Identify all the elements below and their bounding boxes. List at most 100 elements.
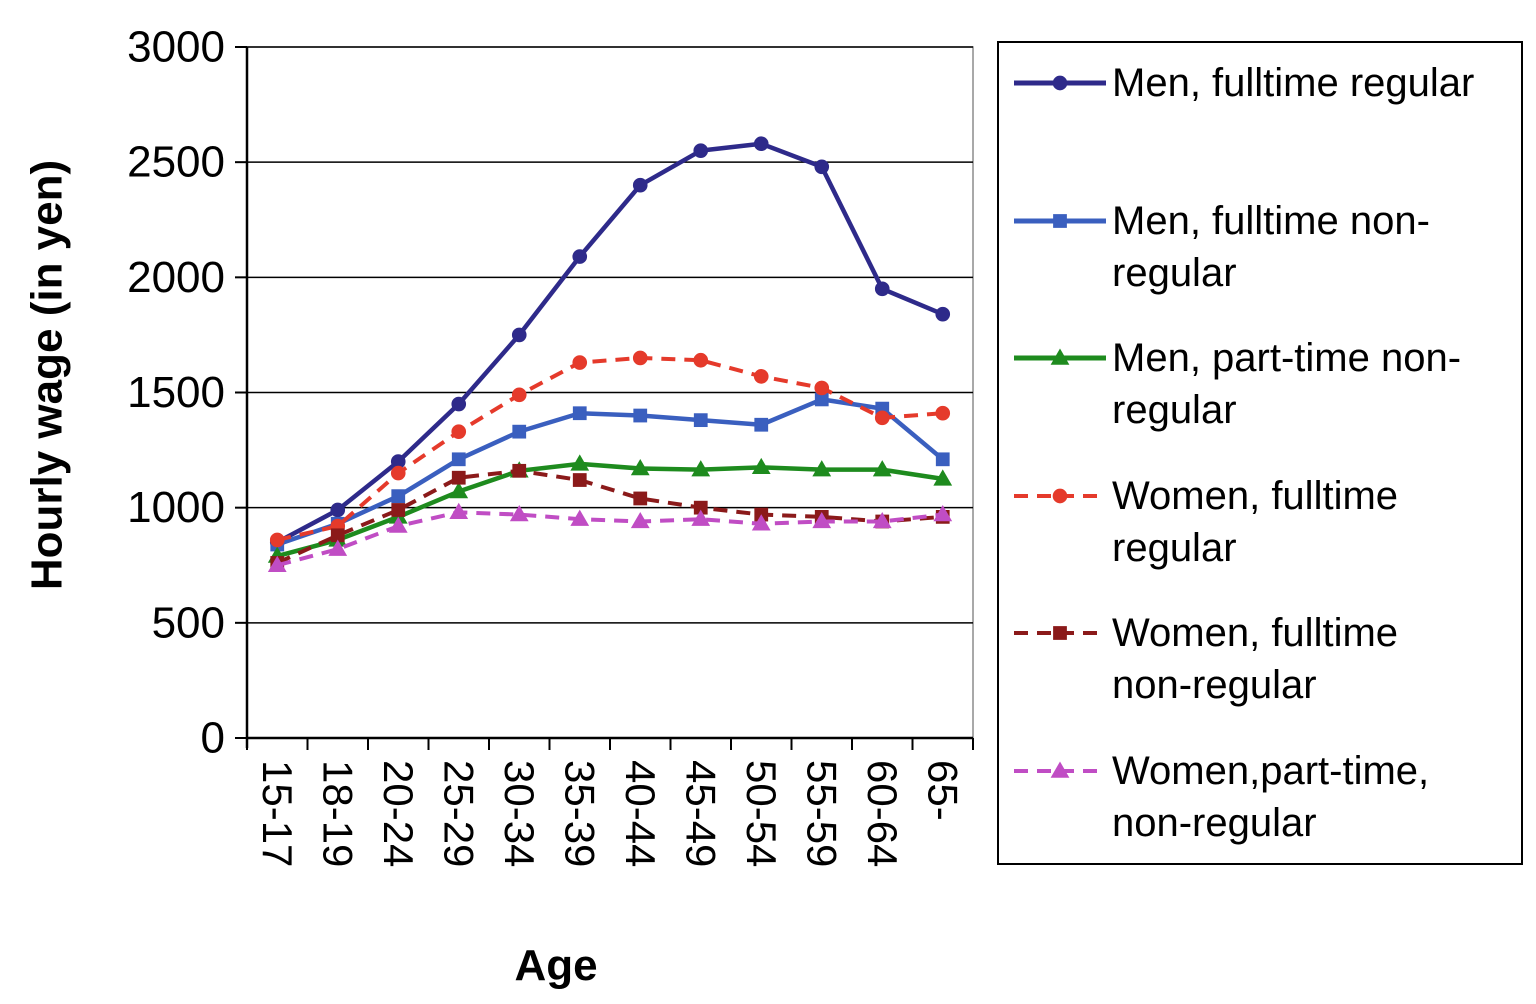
legend-label: non-regular xyxy=(1112,663,1317,707)
series-line xyxy=(276,510,943,568)
data-point xyxy=(935,306,951,322)
data-point xyxy=(933,469,953,486)
data-point xyxy=(1053,626,1067,640)
series-line xyxy=(276,461,944,559)
data-point xyxy=(693,143,709,158)
data-point xyxy=(751,457,771,475)
data-point xyxy=(872,511,892,529)
series-line xyxy=(276,141,944,545)
x-axis-label: Age xyxy=(514,941,597,990)
data-point xyxy=(390,465,406,481)
legend-label: regular xyxy=(1112,388,1237,432)
data-point xyxy=(935,405,951,421)
legend-label: Women,part-time, xyxy=(1112,749,1429,793)
series-4 xyxy=(269,350,951,548)
data-point xyxy=(872,460,892,477)
legend-entry-2: Men, fulltime non-regular xyxy=(1014,199,1430,295)
x-tick-label: 15-17 xyxy=(254,760,301,867)
data-point xyxy=(814,159,830,175)
series-line xyxy=(276,468,943,565)
data-point xyxy=(570,509,590,526)
x-tick-label: 35-39 xyxy=(556,760,603,867)
legend-label: Women, fulltime xyxy=(1112,474,1398,518)
plot-area: 0 500 1000 1500 2000 2500 3000 15-17 18-19 20-24 2… xyxy=(127,23,974,867)
data-point xyxy=(1053,214,1067,228)
data-point xyxy=(933,505,953,522)
y-tick-label: 3000 xyxy=(127,23,225,72)
x-tick-label: 30-34 xyxy=(496,760,543,867)
y-tick-label: 0 xyxy=(201,714,225,763)
data-point xyxy=(935,452,950,467)
data-point xyxy=(451,396,467,412)
data-point xyxy=(391,489,406,504)
legend-label: Men, fulltime regular xyxy=(1112,61,1474,105)
legend-label: regular xyxy=(1112,526,1237,570)
legend: Men, fulltime regular Men, fulltime non-r… xyxy=(997,41,1523,865)
data-point xyxy=(511,327,527,343)
data-point xyxy=(388,516,408,533)
data-point xyxy=(753,369,769,384)
data-point xyxy=(570,454,590,471)
y-tick-label: 1500 xyxy=(127,368,225,417)
x-tick-label: 25-29 xyxy=(435,760,482,867)
data-point xyxy=(691,460,711,477)
legend-label: Men, fulltime non- xyxy=(1112,199,1430,243)
legend-label: non-regular xyxy=(1112,801,1317,845)
x-tick-label: 65- xyxy=(919,760,966,821)
data-point xyxy=(753,136,769,152)
y-axis-label: Hourly wage (in yen) xyxy=(23,160,72,590)
data-point xyxy=(754,417,769,432)
legend-entry-6: Women,part-time, non-regular xyxy=(1014,749,1429,845)
x-tick-label: 55-59 xyxy=(798,760,845,867)
data-point xyxy=(512,463,527,478)
data-point xyxy=(1052,488,1068,504)
data-point xyxy=(572,355,588,370)
data-point xyxy=(1050,761,1070,778)
data-point xyxy=(693,413,708,428)
data-point xyxy=(572,249,588,264)
series-line xyxy=(276,397,945,547)
data-point xyxy=(751,514,771,531)
data-point xyxy=(328,539,348,556)
data-point xyxy=(1052,75,1068,91)
data-point xyxy=(451,424,467,439)
x-tick-label: 45-49 xyxy=(677,760,724,867)
legend-entry-4: Women, fulltime regular xyxy=(1014,474,1398,570)
data-point xyxy=(812,460,832,477)
data-point xyxy=(814,380,830,396)
data-point xyxy=(812,511,832,529)
x-tick-label: 18-19 xyxy=(314,760,361,867)
x-tick-label: 20-24 xyxy=(375,760,422,867)
legend-entry-5: Women, fulltime non-regular xyxy=(1014,611,1398,707)
y-tick-label: 1000 xyxy=(127,483,225,532)
data-point xyxy=(572,406,587,421)
data-point xyxy=(512,424,527,439)
data-point xyxy=(509,505,529,522)
data-point xyxy=(269,532,285,548)
data-point xyxy=(693,352,709,368)
x-tick-label: 60-64 xyxy=(859,760,906,867)
data-point xyxy=(451,470,466,485)
data-point xyxy=(630,458,650,476)
legend-entry-3: Men, part-time non-regular xyxy=(1014,336,1461,432)
data-point xyxy=(1050,348,1070,365)
data-point xyxy=(391,503,406,517)
x-tick-label: 50-54 xyxy=(738,760,785,867)
data-point xyxy=(633,408,648,423)
series-3 xyxy=(267,454,953,563)
series-6 xyxy=(267,502,953,572)
data-point xyxy=(632,177,648,193)
data-point xyxy=(572,473,587,487)
legend-entry-1: Men, fulltime regular xyxy=(1014,61,1474,105)
data-point xyxy=(632,350,648,366)
series-line xyxy=(276,355,943,542)
legend-box xyxy=(997,41,1523,865)
legend-label: Men, part-time non- xyxy=(1112,336,1461,380)
data-point xyxy=(630,511,650,529)
data-point xyxy=(874,281,890,297)
y-tick-label: 2500 xyxy=(127,138,225,187)
legend-label: Women, fulltime xyxy=(1112,611,1398,655)
data-point xyxy=(449,502,469,519)
x-tick-label: 40-44 xyxy=(617,760,664,867)
